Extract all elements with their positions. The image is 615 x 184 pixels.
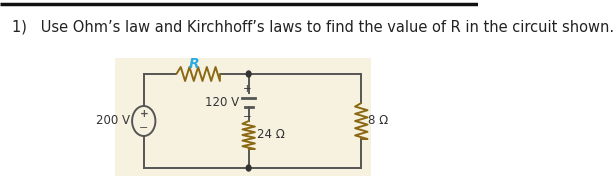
Text: +: + [243, 84, 252, 94]
Text: 120 V: 120 V [205, 96, 239, 109]
Text: 24 Ω: 24 Ω [257, 128, 285, 141]
Circle shape [247, 71, 251, 77]
Text: −: − [139, 123, 148, 133]
Text: 1)   Use Ohm’s law and Kirchhoff’s laws to find the value of R in the circuit sh: 1) Use Ohm’s law and Kirchhoff’s laws to… [12, 20, 614, 35]
Text: −: − [243, 112, 252, 122]
Circle shape [247, 165, 251, 171]
Text: R: R [189, 57, 200, 71]
Text: 200 V: 200 V [96, 114, 130, 128]
Text: 8 Ω: 8 Ω [368, 114, 388, 128]
Text: +: + [140, 109, 149, 119]
FancyBboxPatch shape [115, 58, 371, 176]
